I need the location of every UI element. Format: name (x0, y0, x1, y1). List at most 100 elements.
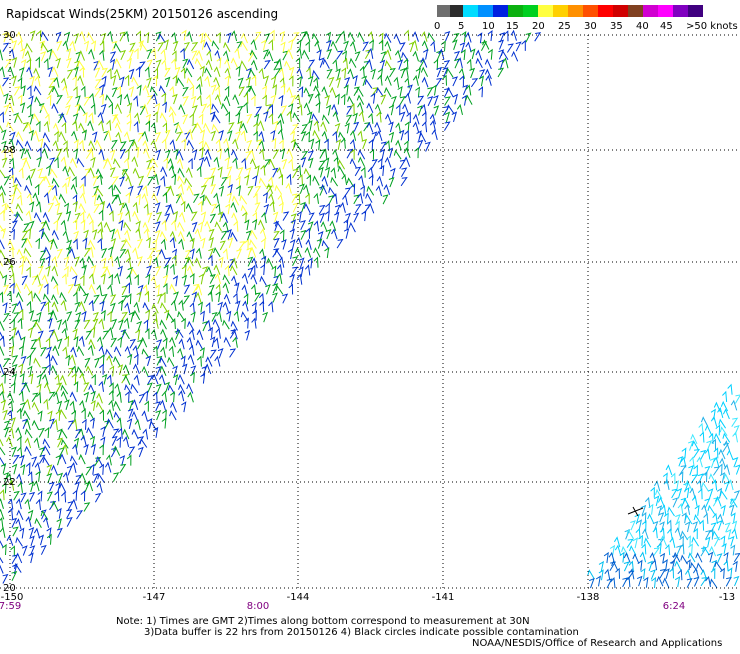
wind-barb (279, 148, 286, 160)
wind-barb (16, 435, 22, 448)
wind-barb (187, 320, 195, 332)
wind-barb (346, 148, 353, 159)
wind-barb (3, 472, 10, 483)
wind-barb (252, 218, 258, 230)
wind-barb (131, 140, 139, 152)
wind-barb (45, 265, 51, 277)
wind-barb (676, 487, 683, 499)
wind-barb (318, 57, 325, 68)
wind-barb (169, 410, 177, 421)
wind-barb (525, 32, 532, 43)
wind-barb (61, 327, 68, 339)
wind-barb (36, 29, 42, 42)
wind-barb (466, 58, 472, 70)
wind-barb (172, 74, 178, 86)
wind-barb (263, 110, 269, 122)
wind-barb (728, 535, 735, 547)
wind-barb (24, 140, 32, 151)
wind-barb (119, 463, 127, 474)
wind-barb (208, 326, 213, 338)
wind-barb (368, 174, 374, 186)
wind-barb (676, 544, 683, 556)
wind-barb (196, 329, 204, 340)
wind-barb (169, 230, 177, 242)
wind-barb (0, 488, 5, 501)
wind-barb (74, 103, 81, 115)
wind-barb (26, 192, 33, 204)
wind-barb (191, 291, 198, 303)
wind-barb (29, 535, 35, 547)
wind-barb (55, 409, 61, 421)
wind-barb (78, 202, 86, 214)
wind-barb (0, 456, 6, 467)
wind-barb (264, 33, 271, 44)
wind-barb (436, 50, 443, 61)
wind-barb (723, 551, 729, 563)
wind-barb (3, 175, 11, 186)
wind-barb (72, 200, 78, 212)
wind-barb (211, 103, 220, 113)
wind-barb (235, 176, 241, 188)
wind-barb (126, 418, 133, 430)
wind-barb (124, 302, 131, 314)
wind-barb (230, 231, 238, 242)
wind-barb (337, 159, 346, 170)
wind-barb (306, 111, 313, 123)
wind-barb (90, 326, 96, 338)
wind-barb (686, 577, 693, 588)
wind-barb (113, 355, 121, 367)
wind-barb (311, 69, 320, 80)
wind-barb (65, 354, 71, 366)
wind-barb (723, 481, 730, 492)
wind-barb (176, 149, 184, 161)
wind-barb (55, 454, 62, 466)
wind-barb (87, 120, 94, 131)
wind-barb (698, 422, 704, 434)
wind-barb (124, 148, 130, 160)
wind-barb (442, 74, 447, 86)
legend-swatch (673, 5, 688, 17)
wind-barb (456, 57, 463, 69)
wind-barb (217, 166, 223, 178)
wind-barb (117, 211, 123, 223)
wind-barb (109, 228, 116, 240)
wind-barb (370, 92, 376, 104)
wind-barb (170, 317, 176, 330)
wind-barb (60, 438, 69, 449)
wind-barb (26, 266, 31, 278)
wind-barb (288, 75, 294, 87)
wind-barb (247, 256, 254, 267)
wind-barb (415, 67, 421, 79)
wind-barb (223, 293, 231, 305)
wind-barb (388, 104, 395, 116)
legend-swatch (463, 5, 478, 17)
wind-barb (244, 317, 249, 329)
wind-barb (59, 374, 67, 386)
wind-barb (200, 39, 206, 50)
wind-barb (48, 481, 55, 492)
wind-barb (35, 201, 42, 213)
wind-barb (411, 39, 418, 51)
wind-barb (62, 346, 68, 358)
wind-barb (694, 504, 700, 516)
wind-barb (307, 119, 313, 131)
wind-barb (393, 33, 401, 44)
wind-barb (349, 103, 355, 115)
wind-barb (124, 229, 131, 241)
wind-barb (226, 130, 233, 141)
wind-barb (208, 248, 214, 259)
wind-barb (177, 183, 184, 195)
wind-barb (398, 129, 405, 141)
wind-barb (193, 193, 200, 203)
wind-barb (40, 544, 47, 555)
wind-barb (105, 129, 112, 141)
wind-barb (732, 560, 738, 572)
wind-barb (420, 103, 427, 115)
wind-barb (80, 219, 86, 231)
wind-barb (51, 184, 58, 196)
wind-barb (182, 86, 189, 97)
wind-barb (73, 335, 79, 347)
wind-barb (59, 482, 67, 493)
wind-barb (15, 131, 24, 142)
wind-barb (146, 159, 152, 170)
